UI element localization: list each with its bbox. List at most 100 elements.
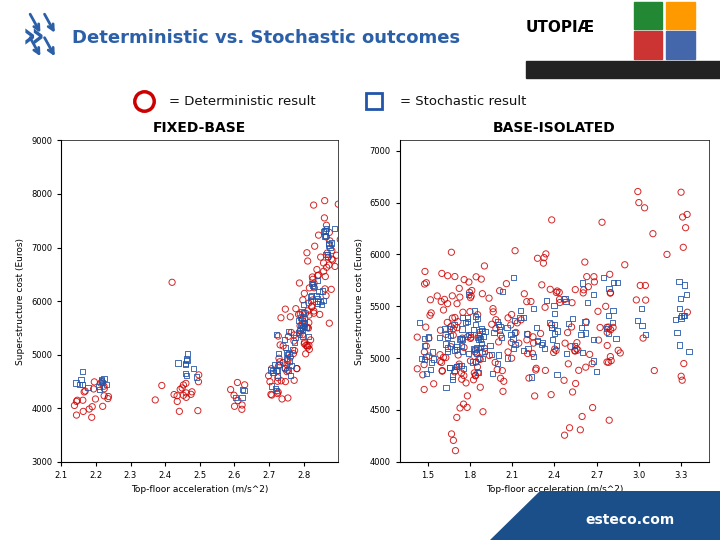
Point bbox=[308, 279, 320, 287]
Point bbox=[271, 389, 283, 398]
Point bbox=[636, 321, 648, 330]
Point bbox=[78, 407, 89, 416]
Point bbox=[440, 383, 451, 392]
Point bbox=[306, 302, 318, 311]
Point bbox=[486, 350, 498, 359]
Point bbox=[671, 328, 683, 337]
Point bbox=[456, 335, 468, 344]
Bar bbox=[634, 31, 662, 59]
Point bbox=[312, 276, 323, 285]
Point bbox=[463, 349, 474, 357]
Point bbox=[280, 343, 292, 352]
Point bbox=[230, 393, 242, 402]
Point bbox=[463, 278, 474, 286]
Point bbox=[270, 384, 282, 393]
Point bbox=[528, 305, 539, 313]
Point bbox=[298, 308, 310, 316]
Point bbox=[603, 416, 615, 424]
Point bbox=[683, 348, 695, 356]
Point bbox=[438, 306, 449, 314]
Point bbox=[306, 302, 318, 310]
Point bbox=[472, 314, 483, 323]
Point bbox=[325, 285, 337, 294]
Point bbox=[97, 402, 109, 410]
Point bbox=[521, 298, 533, 306]
Point bbox=[302, 341, 313, 350]
Point bbox=[472, 333, 484, 342]
Point bbox=[294, 321, 306, 330]
Point bbox=[509, 328, 521, 336]
Point bbox=[88, 384, 99, 393]
Point bbox=[537, 338, 549, 347]
Point bbox=[521, 329, 532, 338]
Point bbox=[329, 225, 341, 233]
Point bbox=[317, 287, 328, 295]
Point bbox=[566, 323, 577, 332]
Point bbox=[237, 386, 248, 394]
Point bbox=[302, 343, 313, 352]
Point bbox=[436, 269, 448, 278]
Point bbox=[426, 358, 438, 367]
Point bbox=[287, 346, 298, 354]
Point bbox=[619, 260, 631, 269]
Point bbox=[576, 323, 588, 332]
Point bbox=[320, 272, 331, 281]
Point bbox=[467, 357, 478, 366]
Point bbox=[466, 286, 477, 295]
Point bbox=[465, 333, 477, 342]
Point bbox=[584, 350, 595, 359]
Point bbox=[462, 403, 473, 411]
Point bbox=[100, 380, 112, 389]
Point bbox=[446, 375, 458, 384]
Point bbox=[554, 288, 565, 296]
Point bbox=[445, 332, 456, 340]
Point bbox=[554, 295, 565, 303]
Text: esteco.com: esteco.com bbox=[585, 512, 675, 526]
Point bbox=[71, 396, 83, 404]
Point bbox=[320, 292, 332, 300]
Point bbox=[174, 385, 186, 394]
Point bbox=[232, 396, 243, 405]
Point bbox=[94, 385, 106, 394]
Point bbox=[455, 334, 467, 343]
Point bbox=[82, 383, 94, 392]
Point bbox=[298, 322, 310, 330]
Point bbox=[469, 346, 481, 354]
Point bbox=[309, 242, 320, 251]
Point bbox=[335, 235, 346, 244]
Point bbox=[675, 314, 687, 322]
Point bbox=[469, 306, 480, 315]
Point bbox=[190, 373, 202, 381]
Point bbox=[297, 316, 308, 325]
Point bbox=[90, 395, 102, 403]
Point bbox=[318, 267, 330, 275]
Point bbox=[228, 391, 240, 400]
Point bbox=[588, 356, 599, 365]
Point bbox=[570, 379, 581, 388]
Point bbox=[95, 379, 107, 387]
Point bbox=[508, 344, 519, 353]
Point bbox=[418, 385, 430, 394]
Point bbox=[577, 288, 589, 297]
Point bbox=[529, 392, 541, 400]
Point bbox=[589, 278, 600, 286]
Point bbox=[525, 297, 536, 306]
Point bbox=[236, 405, 248, 414]
Point bbox=[570, 285, 581, 294]
Point bbox=[320, 251, 332, 259]
Point bbox=[239, 381, 251, 389]
Point bbox=[593, 336, 604, 345]
Point bbox=[503, 314, 514, 322]
Point bbox=[605, 326, 616, 334]
Bar bbox=[666, 31, 695, 59]
Point bbox=[539, 253, 550, 262]
Point bbox=[302, 324, 314, 333]
Point bbox=[304, 345, 315, 354]
Point bbox=[448, 320, 459, 329]
Point bbox=[490, 324, 502, 333]
Point bbox=[558, 376, 570, 384]
Point bbox=[637, 334, 649, 342]
Point bbox=[294, 327, 306, 335]
Point bbox=[680, 290, 692, 299]
Point bbox=[459, 275, 470, 284]
